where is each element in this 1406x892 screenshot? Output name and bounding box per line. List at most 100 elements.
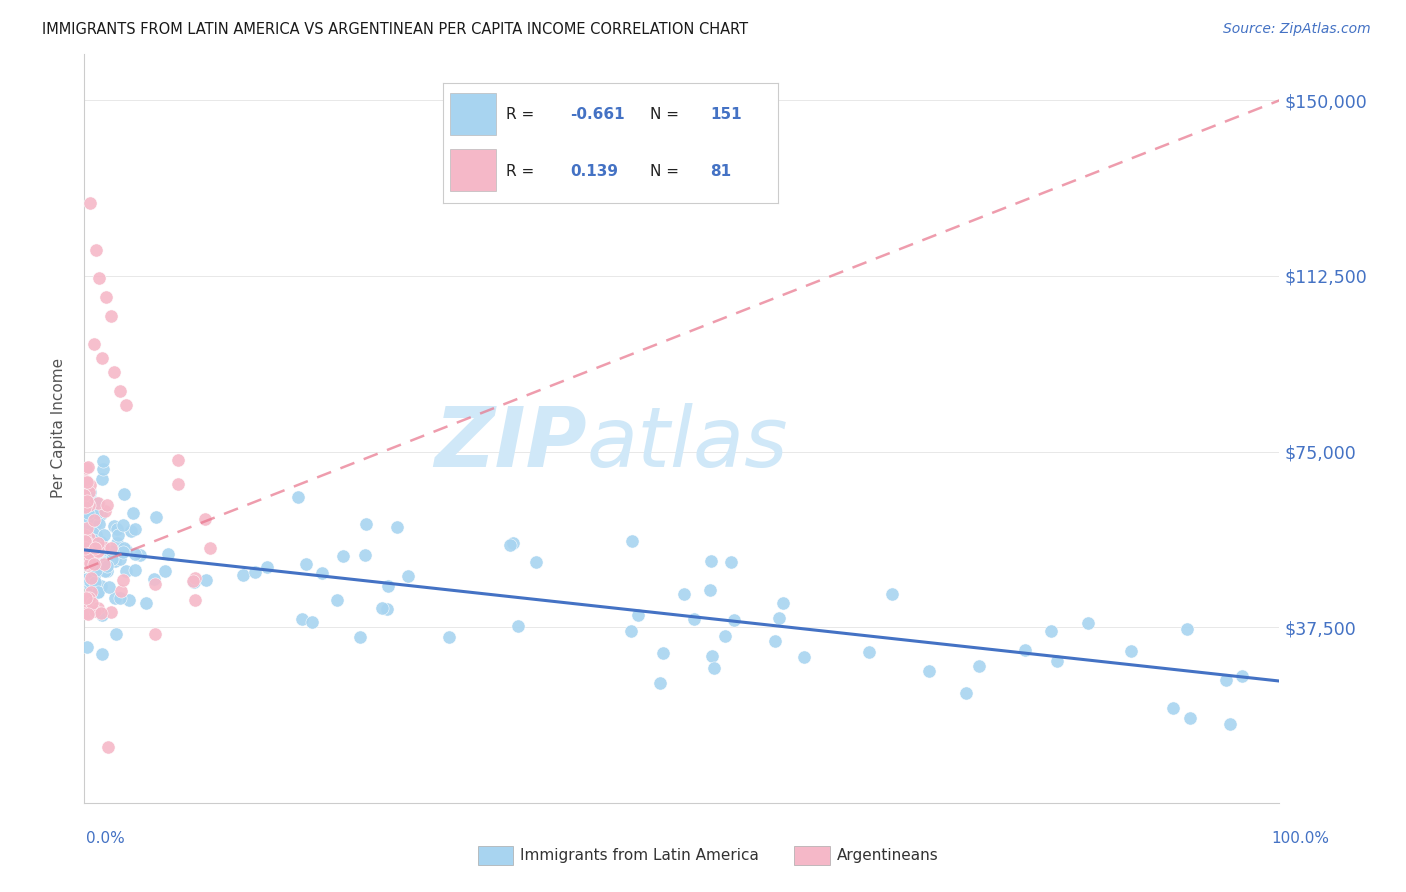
Point	[396, 569, 419, 583]
Point	[90, 534, 112, 549]
Point	[79, 484, 101, 499]
Point	[73, 541, 96, 556]
Point	[73, 528, 96, 542]
Point	[1180, 710, 1202, 724]
Point	[198, 541, 221, 556]
Point	[91, 351, 114, 365]
Point	[87, 536, 110, 550]
Point	[80, 585, 103, 599]
Point	[87, 543, 110, 558]
Point	[83, 537, 105, 551]
Point	[375, 602, 398, 616]
Point	[356, 517, 378, 532]
Point	[77, 591, 100, 605]
Point	[1175, 622, 1198, 636]
Point	[723, 613, 745, 627]
Point	[502, 536, 524, 550]
Point	[97, 739, 120, 754]
Point	[90, 508, 112, 522]
Point	[183, 571, 205, 585]
Point	[73, 541, 96, 556]
Point	[332, 549, 354, 564]
Text: IMMIGRANTS FROM LATIN AMERICA VS ARGENTINEAN PER CAPITA INCOME CORRELATION CHART: IMMIGRANTS FROM LATIN AMERICA VS ARGENTI…	[42, 22, 748, 37]
Point	[124, 547, 146, 561]
Point	[73, 551, 96, 566]
Point	[76, 558, 98, 573]
Point	[84, 513, 107, 527]
Point	[110, 384, 132, 398]
Point	[101, 544, 124, 558]
Point	[880, 587, 903, 601]
Point	[94, 560, 117, 574]
Point	[143, 577, 166, 591]
Point	[620, 534, 643, 549]
Point	[94, 564, 117, 578]
Point	[858, 645, 880, 659]
Point	[75, 554, 97, 568]
Point	[77, 510, 100, 524]
Point	[82, 525, 104, 540]
Point	[86, 544, 108, 558]
Point	[114, 541, 136, 556]
Point	[153, 564, 176, 578]
Point	[79, 559, 101, 574]
Point	[100, 541, 122, 555]
Point	[93, 528, 115, 542]
Point	[287, 490, 309, 504]
Y-axis label: Per Capita Income: Per Capita Income	[51, 358, 66, 499]
Point	[499, 538, 522, 552]
Point	[184, 593, 207, 607]
Point	[83, 581, 105, 595]
Point	[89, 559, 111, 574]
Point	[620, 624, 643, 639]
Point	[79, 556, 101, 570]
Point	[111, 518, 134, 533]
Point	[105, 536, 128, 550]
Point	[73, 488, 96, 502]
Point	[77, 498, 100, 512]
Point	[76, 521, 98, 535]
Point	[955, 685, 977, 699]
Point	[107, 528, 129, 542]
Point	[437, 630, 460, 644]
Point	[243, 566, 266, 580]
Text: Immigrants from Latin America: Immigrants from Latin America	[520, 848, 759, 863]
Point	[76, 556, 98, 570]
Point	[1161, 701, 1184, 715]
Point	[100, 309, 122, 323]
Text: Source: ZipAtlas.com: Source: ZipAtlas.com	[1223, 22, 1371, 37]
Point	[703, 660, 725, 674]
Point	[699, 554, 721, 568]
Point	[652, 646, 675, 660]
Point	[86, 585, 108, 599]
Point	[79, 478, 101, 492]
Point	[87, 559, 110, 574]
Point	[77, 545, 100, 559]
Point	[93, 557, 115, 571]
Point	[93, 504, 115, 518]
Point	[793, 650, 815, 665]
Point	[84, 575, 107, 590]
Point	[700, 648, 723, 663]
Point	[82, 541, 104, 555]
Point	[135, 596, 157, 610]
Point	[1121, 643, 1143, 657]
Point	[108, 591, 131, 606]
Point	[83, 604, 105, 618]
Point	[108, 552, 131, 566]
Point	[627, 608, 650, 623]
Point	[377, 579, 399, 593]
Point	[1046, 654, 1069, 668]
Point	[256, 560, 278, 574]
Point	[295, 557, 318, 571]
Point	[84, 563, 107, 577]
Point	[91, 462, 114, 476]
Point	[79, 574, 101, 589]
Point	[115, 564, 138, 578]
Point	[76, 606, 98, 620]
Text: 0.0%: 0.0%	[86, 831, 125, 846]
Point	[142, 572, 165, 586]
Point	[91, 472, 114, 486]
Point	[84, 528, 107, 542]
Point	[73, 533, 96, 548]
